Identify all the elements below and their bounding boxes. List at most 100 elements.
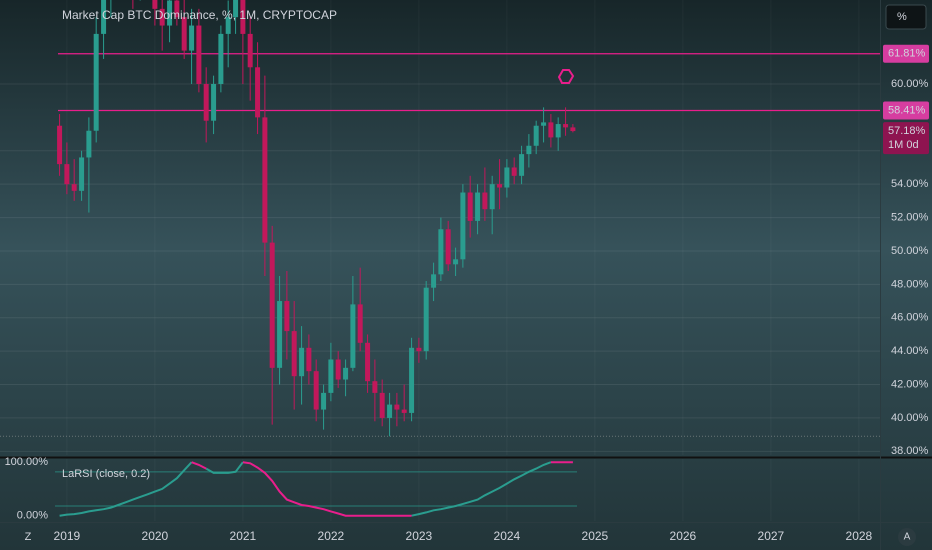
candle-body xyxy=(93,33,99,131)
candle-body xyxy=(57,125,63,165)
candle-body xyxy=(387,404,393,418)
candle-body xyxy=(416,347,422,352)
y-tick-label: 42.00% xyxy=(891,378,929,390)
y-tick-label: 54.00% xyxy=(891,178,929,190)
chart-title: Market Cap BTC Dominance, %, 1M, CRYPTOC… xyxy=(62,8,337,22)
candle-body xyxy=(350,304,356,368)
candle-body xyxy=(423,287,429,352)
candle-body xyxy=(526,145,532,155)
candle-body xyxy=(181,17,187,51)
timezone-button[interactable]: Z xyxy=(25,531,32,543)
indicator-tick-label: 100.00% xyxy=(5,456,49,468)
indicator-line xyxy=(191,461,573,517)
candle-body xyxy=(262,117,268,243)
price-tag-label: 61.81% xyxy=(888,48,926,60)
candle-body xyxy=(255,67,261,118)
y-tick-label: 52.00% xyxy=(891,211,929,223)
candle-body xyxy=(548,122,554,138)
y-tick-label: 60.00% xyxy=(891,78,929,90)
candle-body xyxy=(533,125,539,146)
main-pane xyxy=(0,0,880,452)
candle-body xyxy=(365,342,371,382)
scale-button-box[interactable] xyxy=(885,4,927,30)
candle-body xyxy=(225,17,231,34)
candle-body xyxy=(357,304,363,343)
candle-body xyxy=(313,371,319,410)
last-price-label: 57.18% xyxy=(888,125,926,137)
candle-body xyxy=(79,157,85,191)
candle-body xyxy=(475,192,481,221)
x-tick-label: 2023 xyxy=(406,529,433,543)
candle-body xyxy=(291,331,297,377)
auto-scale-button[interactable] xyxy=(898,528,916,546)
candle-body xyxy=(321,392,327,410)
candle-body xyxy=(152,0,158,9)
candle-body xyxy=(328,359,334,393)
auto-scale-label[interactable]: A xyxy=(904,532,911,543)
candle-body xyxy=(247,33,253,68)
scale-button-label[interactable]: % xyxy=(897,11,907,23)
price-tag xyxy=(883,44,929,63)
candle-body xyxy=(438,229,444,275)
candle-body xyxy=(394,404,400,410)
x-tick-label: 2026 xyxy=(670,529,697,543)
y-tick-label: 38.00% xyxy=(891,445,929,457)
candle-body xyxy=(379,392,385,418)
y-tick-label: 48.00% xyxy=(891,278,929,290)
x-tick-label: 2022 xyxy=(318,529,345,543)
x-tick-label: 2028 xyxy=(846,529,873,543)
candle-body xyxy=(541,122,547,126)
candle-body xyxy=(401,409,407,413)
candle-body xyxy=(269,242,275,368)
candle-body xyxy=(211,83,217,121)
candle-body xyxy=(101,0,107,34)
flag-marker xyxy=(557,69,575,84)
candle-body xyxy=(445,229,451,265)
candle-body xyxy=(306,347,312,372)
x-tick-label: 2025 xyxy=(582,529,609,543)
indicator-tick-label: 0.00% xyxy=(17,510,48,522)
scale-button[interactable]: % xyxy=(885,4,927,30)
candle-body xyxy=(71,184,77,191)
y-tick-label: 46.00% xyxy=(891,312,929,324)
candle-body xyxy=(167,0,173,26)
candle-body xyxy=(453,259,459,265)
candle-body xyxy=(64,164,70,185)
candle-body xyxy=(343,367,349,380)
candle-body xyxy=(555,124,561,138)
candle-body xyxy=(409,347,415,413)
y-tick-label: 50.00% xyxy=(891,245,929,257)
candle-body xyxy=(196,25,202,84)
candle-body xyxy=(372,381,378,393)
indicator-label: LaRSI (close, 0.2) xyxy=(62,468,150,480)
candle-body xyxy=(511,167,517,176)
candle-body xyxy=(460,192,466,260)
x-tick-label: 2027 xyxy=(758,529,785,543)
y-tick-label: 44.00% xyxy=(891,345,929,357)
candle-body xyxy=(159,8,165,26)
candle-body xyxy=(203,83,209,121)
candle-body xyxy=(504,167,510,188)
candle-body xyxy=(189,25,195,51)
candle-body xyxy=(86,130,92,158)
candle-body xyxy=(467,192,473,221)
candle-body xyxy=(519,154,525,176)
last-price-tag xyxy=(883,122,929,155)
candle-body xyxy=(335,359,341,380)
x-tick-label: 2020 xyxy=(142,529,169,543)
candle-body xyxy=(240,0,246,34)
candle-body xyxy=(482,192,488,210)
x-tick-label: 2021 xyxy=(230,529,257,543)
candle-body xyxy=(489,184,495,210)
candle-body xyxy=(299,347,305,377)
candle-body xyxy=(284,301,290,332)
x-tick-label: 2024 xyxy=(494,529,521,543)
countdown-label: 1M 0d xyxy=(888,139,919,151)
candle-body xyxy=(431,274,437,288)
indicator-pane xyxy=(55,459,860,521)
price-tag xyxy=(883,101,929,120)
y-tick-label: 40.00% xyxy=(891,412,929,424)
candle-body xyxy=(233,0,239,18)
candle-body xyxy=(497,184,503,188)
